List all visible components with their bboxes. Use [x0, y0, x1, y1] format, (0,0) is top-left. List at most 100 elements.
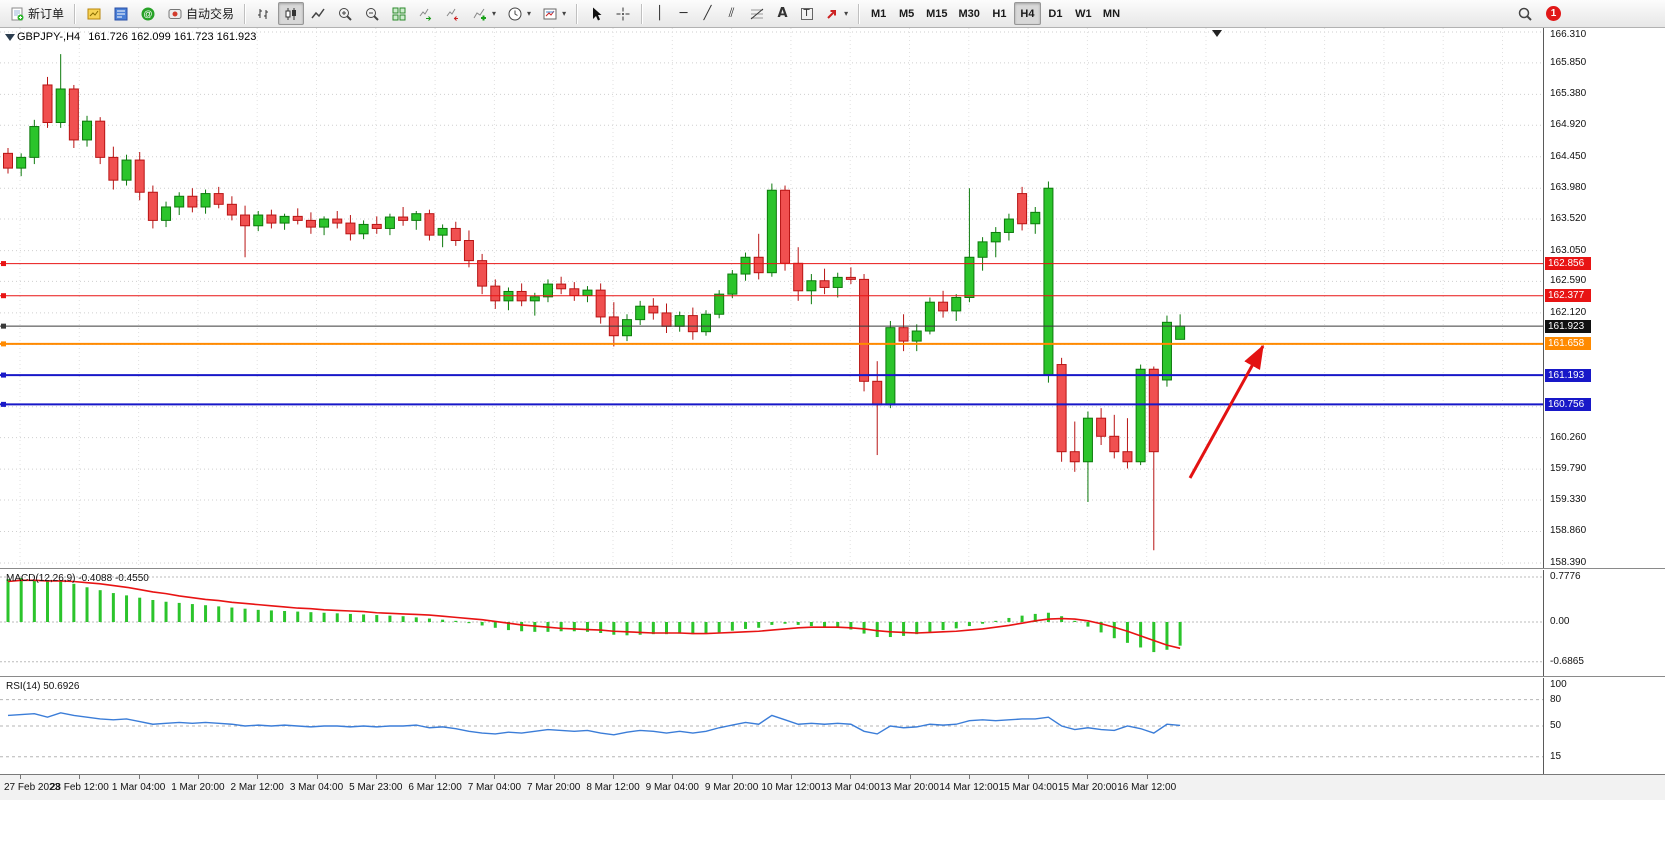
zoom-out-button[interactable]: [359, 2, 385, 25]
new-order-label: 新订单: [28, 7, 65, 21]
community-button[interactable]: @: [135, 2, 161, 25]
candle-body: [398, 216, 409, 221]
time-scale[interactable]: 27 Feb 2023 28 Feb 12:00 1 Mar 04:00 1 Mar …: [0, 774, 1665, 800]
crosshair-button[interactable]: [610, 2, 636, 25]
rsi-scale-label: 100: [1550, 679, 1567, 690]
time-label: 10 Mar 12:00: [761, 782, 821, 793]
bar-chart-icon: [258, 8, 269, 19]
timeframe-mn-button[interactable]: MN: [1102, 7, 1121, 20]
auto-scroll-button[interactable]: [413, 2, 439, 25]
candle-body: [319, 218, 330, 228]
new-order-button[interactable]: 新订单: [4, 2, 69, 25]
templates-button[interactable]: ▾: [537, 2, 571, 25]
timeframe-h1-button[interactable]: H1: [992, 7, 1007, 20]
indicators-icon: [473, 8, 487, 20]
indicators-dropdown-caret: ▾: [492, 9, 497, 18]
candle-body: [450, 227, 461, 242]
candlestick-chart-button[interactable]: [278, 2, 305, 25]
time-label: 3 Mar 04:00: [289, 782, 344, 793]
macd-name: MACD(12,26,9): [6, 573, 76, 584]
time-label: 5 Mar 23:00: [349, 782, 403, 793]
periods-button[interactable]: ▾: [502, 2, 536, 25]
channel-tool-button[interactable]: ⫽: [720, 2, 743, 25]
zoom-in-button[interactable]: [332, 2, 358, 25]
time-label: 6 Mar 12:00: [408, 782, 462, 793]
timeframe-m1-button[interactable]: M1: [870, 7, 887, 20]
panel-divider[interactable]: [0, 676, 1665, 678]
text-tool-button[interactable]: A: [771, 2, 794, 25]
bar-chart-button[interactable]: [251, 2, 277, 25]
time-label: 27 Feb 2023: [4, 782, 61, 793]
rsi-panel-canvas[interactable]: [0, 678, 1543, 774]
macd-panel-canvas[interactable]: [0, 570, 1543, 676]
candle-body: [3, 152, 13, 169]
new-chart-icon: [87, 8, 101, 19]
macd-scale-min: -0.6865: [1550, 655, 1584, 667]
search-button[interactable]: [1512, 2, 1538, 25]
price-scale[interactable]: 166.310 165.850 165.380 164.920 164.450 163.9…: [1543, 28, 1665, 774]
market-watch-button[interactable]: [108, 2, 134, 25]
rsi-line: [7, 712, 1181, 736]
periods-dropdown-caret: ▾: [527, 9, 532, 18]
autotrading-button[interactable]: 自动交易: [162, 2, 239, 25]
level-line-handle[interactable]: [1, 401, 6, 407]
time-tick: [197, 775, 199, 779]
candle-body: [911, 330, 922, 342]
text-label-tool-button[interactable]: T: [795, 2, 818, 25]
price-tick-label: 166.310: [1550, 29, 1587, 40]
candle-body: [463, 240, 474, 262]
timeframe-d1-button[interactable]: D1: [1048, 7, 1063, 20]
toolbar-right-group: 1: [1512, 2, 1561, 25]
vertical-line-tool-button[interactable]: │: [648, 2, 671, 25]
level-line-handle[interactable]: [1, 293, 6, 299]
annotation-arrow[interactable]: [1188, 344, 1265, 479]
fibonacci-icon: [750, 8, 764, 19]
candle-body: [766, 189, 777, 274]
new-chart-button[interactable]: [81, 2, 107, 25]
timeframe-m15-button[interactable]: M15: [926, 7, 948, 20]
time-label: 7 Mar 20:00: [527, 782, 581, 793]
market-watch-icon: [114, 7, 128, 20]
notification-badge[interactable]: 1: [1546, 6, 1561, 21]
fibonacci-tool-button[interactable]: [744, 2, 770, 25]
candlestick-icon: [285, 7, 297, 20]
equidistant-channel-icon: ⫽: [728, 6, 735, 21]
price-chart-canvas[interactable]: [0, 28, 1543, 568]
timeframe-m5-button[interactable]: M5: [898, 7, 915, 20]
candle-body: [964, 256, 975, 298]
timeframe-m30-button[interactable]: M30: [958, 7, 980, 20]
level-line-handle[interactable]: [1, 323, 6, 329]
one-click-trading-toggle[interactable]: [5, 34, 15, 41]
candle-body: [977, 241, 988, 258]
candle-body: [82, 120, 93, 141]
cursor-button[interactable]: [583, 2, 609, 25]
time-label: 14 Mar 12:00: [939, 782, 999, 793]
candle-body: [200, 193, 211, 208]
chart-shift-button[interactable]: [440, 2, 466, 25]
line-chart-button[interactable]: [305, 2, 331, 25]
candle-body: [621, 319, 632, 337]
timeframe-w1-button[interactable]: W1: [1075, 7, 1092, 20]
candle-body: [253, 214, 264, 227]
candle-body: [714, 293, 725, 315]
level-line-handle[interactable]: [1, 261, 6, 267]
text-label-icon: T: [800, 7, 813, 20]
templates-dropdown-caret: ▾: [562, 9, 567, 18]
trendline-tool-button[interactable]: ╱: [696, 2, 719, 25]
arrows-tool-button[interactable]: ▾: [819, 2, 853, 25]
main-toolbar: 新订单 @ 自动交易: [0, 0, 1665, 28]
candle-body: [411, 213, 422, 221]
level-line-handle[interactable]: [1, 372, 6, 378]
candle-body: [174, 195, 185, 208]
candle-body: [1175, 325, 1186, 340]
candle-body: [305, 219, 316, 228]
candle-body: [832, 276, 843, 288]
horizontal-line-tool-button[interactable]: ─: [672, 2, 695, 25]
timeframe-h4-button[interactable]: H4: [1013, 2, 1041, 25]
level-line-handle[interactable]: [1, 341, 6, 347]
macd-scale-zero: 0.00: [1550, 616, 1570, 627]
panel-divider[interactable]: [0, 568, 1665, 570]
tile-windows-button[interactable]: [386, 2, 412, 25]
candle-body: [68, 88, 79, 141]
indicators-button[interactable]: ▾: [467, 2, 501, 25]
